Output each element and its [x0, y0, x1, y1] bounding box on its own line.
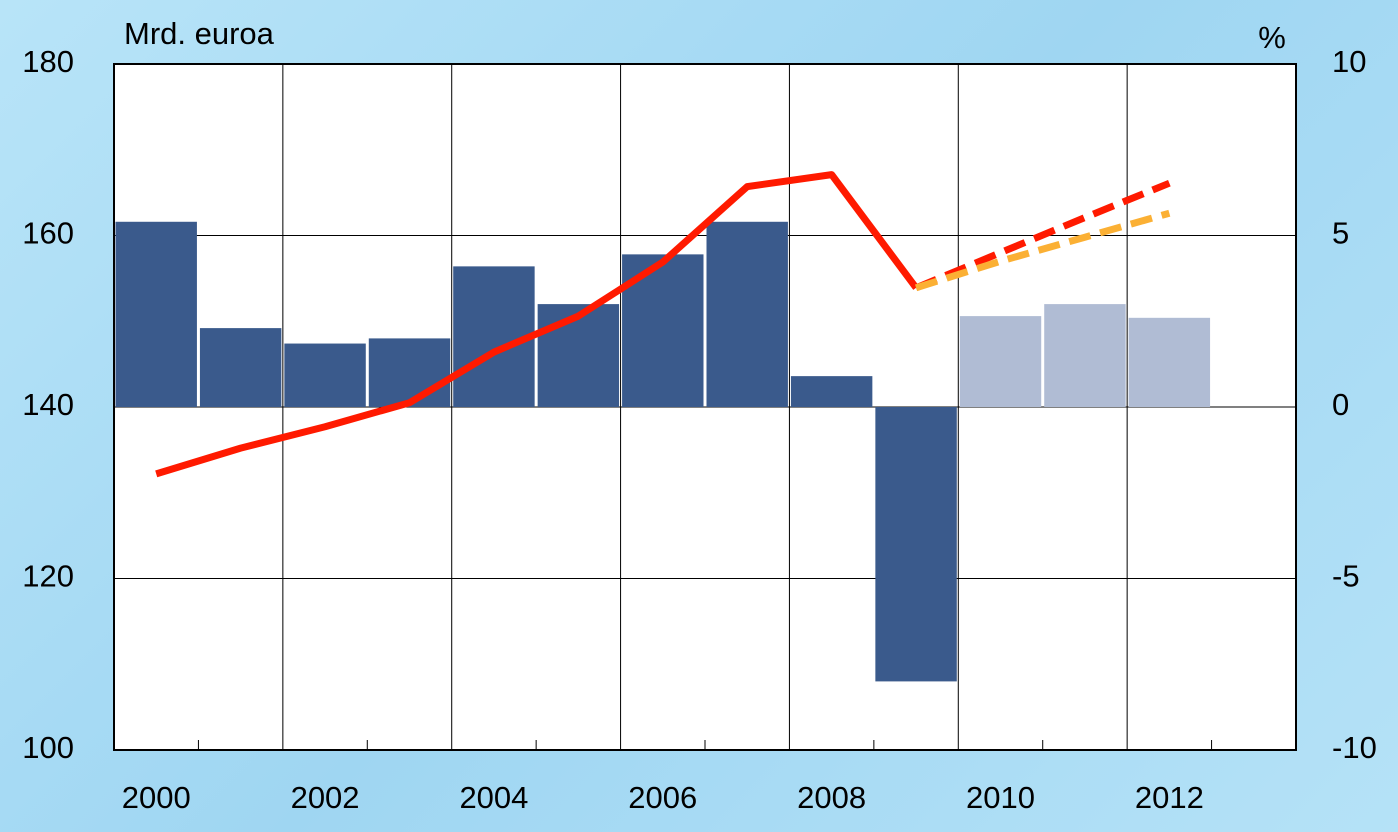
x-tick-label: 2002: [291, 780, 360, 815]
y-tick-label: 100: [22, 730, 74, 765]
y-axis-label: Mrd. euroa: [124, 16, 275, 51]
x-tick-label: 2004: [459, 780, 528, 815]
y2-tick-label: -5: [1332, 559, 1360, 594]
bar: [453, 266, 535, 407]
x-tick-label: 2008: [797, 780, 866, 815]
bar: [1128, 317, 1211, 407]
x-tick-label: 2012: [1135, 780, 1204, 815]
x-tick-label: 2010: [966, 780, 1035, 815]
bar: [959, 316, 1042, 407]
y2-tick-label: -10: [1332, 730, 1377, 765]
plot-frame: [113, 63, 1297, 751]
bar: [368, 338, 451, 407]
line: [155, 171, 919, 478]
y-tick-label: 180: [22, 44, 74, 79]
bar: [199, 328, 282, 407]
y2-tick-label: 5: [1332, 216, 1349, 251]
bar: [706, 221, 788, 407]
bar: [875, 407, 957, 682]
line: [915, 209, 1171, 292]
bar: [284, 343, 366, 407]
x-tick-label: 2000: [122, 780, 191, 815]
y-tick-label: 140: [22, 387, 74, 422]
x-tick-label: 2006: [628, 780, 697, 815]
y-tick-label: 120: [22, 559, 74, 594]
bar: [537, 304, 620, 407]
y2-tick-label: 10: [1332, 44, 1366, 79]
line: [914, 179, 1171, 292]
y-tick-label: 160: [22, 216, 74, 251]
bar: [115, 221, 197, 407]
bar: [790, 376, 873, 407]
y2-tick-label: 0: [1332, 387, 1349, 422]
bar: [1044, 304, 1126, 407]
y2-axis-label: %: [1258, 20, 1286, 55]
